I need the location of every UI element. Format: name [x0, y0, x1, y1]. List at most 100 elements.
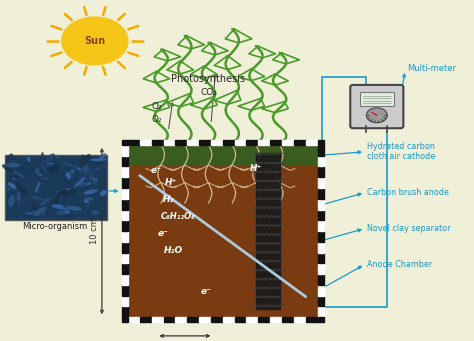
Text: O₂: O₂	[151, 102, 162, 111]
Ellipse shape	[27, 157, 31, 161]
Bar	[122, 177, 128, 188]
Bar	[5, 155, 107, 220]
Ellipse shape	[52, 205, 69, 209]
Ellipse shape	[81, 182, 92, 186]
Text: Anode Chamber: Anode Chamber	[367, 260, 433, 269]
Ellipse shape	[82, 154, 91, 166]
Bar	[256, 153, 280, 309]
Ellipse shape	[56, 155, 61, 159]
Ellipse shape	[97, 169, 103, 177]
Ellipse shape	[40, 177, 50, 180]
Ellipse shape	[40, 171, 44, 173]
Ellipse shape	[8, 160, 13, 165]
Bar	[122, 317, 128, 322]
Bar	[122, 199, 128, 209]
Text: O₂: O₂	[151, 116, 162, 124]
Ellipse shape	[37, 206, 46, 216]
Bar	[122, 263, 128, 274]
Ellipse shape	[91, 174, 97, 185]
Ellipse shape	[37, 157, 50, 163]
Text: Photosynthesis: Photosynthesis	[172, 74, 246, 84]
Ellipse shape	[89, 168, 96, 177]
Bar	[294, 317, 306, 322]
Bar	[246, 317, 258, 322]
Bar	[318, 263, 324, 274]
Ellipse shape	[78, 176, 91, 181]
Bar	[211, 317, 223, 322]
Bar	[223, 140, 235, 145]
Ellipse shape	[62, 163, 76, 167]
Ellipse shape	[55, 193, 59, 204]
Bar	[318, 199, 324, 209]
Ellipse shape	[35, 168, 43, 177]
Bar	[122, 140, 128, 145]
Text: CO₂: CO₂	[200, 88, 217, 97]
Ellipse shape	[78, 181, 87, 187]
Ellipse shape	[65, 206, 82, 210]
Bar	[128, 140, 140, 145]
Bar	[122, 145, 128, 156]
Ellipse shape	[21, 189, 27, 195]
Ellipse shape	[66, 188, 71, 193]
Bar	[164, 140, 175, 145]
Bar	[199, 317, 211, 322]
Ellipse shape	[32, 203, 36, 210]
Bar	[258, 140, 270, 145]
Bar	[318, 317, 324, 322]
Ellipse shape	[17, 181, 23, 191]
Ellipse shape	[91, 210, 99, 215]
Ellipse shape	[17, 191, 20, 204]
Bar	[318, 145, 324, 156]
Text: H₂O: H₂O	[164, 246, 182, 255]
Bar	[152, 317, 164, 322]
Bar	[318, 166, 324, 177]
Bar	[235, 140, 246, 145]
Ellipse shape	[56, 191, 60, 193]
Bar	[360, 92, 394, 106]
Ellipse shape	[64, 206, 69, 210]
Ellipse shape	[57, 209, 68, 215]
Bar	[318, 177, 324, 188]
Ellipse shape	[76, 167, 82, 171]
Bar	[318, 140, 324, 145]
Bar	[235, 317, 246, 322]
Ellipse shape	[49, 168, 54, 172]
Ellipse shape	[92, 202, 98, 205]
Ellipse shape	[8, 195, 15, 207]
Ellipse shape	[43, 154, 55, 164]
Text: e⁻: e⁻	[201, 287, 211, 296]
Bar	[318, 220, 324, 231]
Bar	[306, 317, 318, 322]
Ellipse shape	[42, 208, 45, 217]
Ellipse shape	[12, 195, 20, 197]
Ellipse shape	[7, 163, 19, 167]
Ellipse shape	[33, 181, 37, 183]
Ellipse shape	[98, 153, 106, 162]
Circle shape	[62, 17, 128, 65]
Text: Micro-organism: Micro-organism	[22, 222, 87, 231]
Bar	[270, 317, 282, 322]
Ellipse shape	[14, 175, 18, 178]
Ellipse shape	[91, 177, 98, 182]
Bar	[199, 140, 211, 145]
Ellipse shape	[87, 197, 93, 201]
Ellipse shape	[40, 176, 47, 183]
Ellipse shape	[84, 164, 89, 167]
Bar	[175, 140, 187, 145]
Ellipse shape	[58, 190, 75, 195]
Bar	[282, 317, 294, 322]
Bar	[318, 253, 324, 263]
Ellipse shape	[28, 214, 41, 218]
Ellipse shape	[64, 216, 69, 220]
Bar	[318, 156, 324, 166]
Ellipse shape	[34, 207, 46, 216]
Bar	[122, 253, 128, 263]
Bar	[175, 317, 187, 322]
Bar	[187, 140, 199, 145]
Ellipse shape	[90, 158, 107, 161]
Ellipse shape	[6, 154, 13, 165]
Bar	[306, 140, 318, 145]
Text: H⁺: H⁺	[250, 164, 262, 173]
Ellipse shape	[82, 168, 87, 171]
Text: Sun: Sun	[84, 36, 105, 46]
